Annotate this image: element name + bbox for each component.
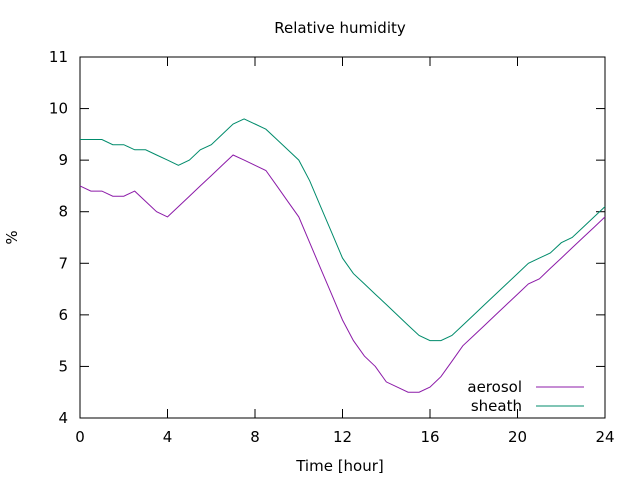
x-axis-label: Time [hour] — [295, 457, 384, 475]
legend-label-sheath: sheath — [471, 397, 522, 415]
x-tick-label: 12 — [333, 428, 352, 446]
y-tick-label: 7 — [58, 254, 68, 272]
x-tick-label: 20 — [508, 428, 527, 446]
plot-area-frame — [79, 56, 606, 419]
x-tick-label: 4 — [163, 428, 173, 446]
x-tick-label: 0 — [75, 428, 85, 446]
y-tick-label: 6 — [58, 306, 68, 324]
series-line-sheath — [80, 118, 606, 342]
chart-title: Relative humidity — [274, 19, 406, 37]
y-tick-label: 11 — [49, 48, 68, 66]
y-tick-label: 8 — [58, 203, 68, 221]
y-tick-label: 10 — [49, 100, 68, 118]
legend-label-aerosol: aerosol — [467, 378, 522, 396]
x-tick-label: 16 — [420, 428, 439, 446]
y-axis-label: % — [3, 230, 21, 244]
series-line-aerosol — [79, 154, 606, 393]
x-tick-label: 24 — [595, 428, 614, 446]
series-lines — [79, 118, 606, 393]
y-tick-label: 9 — [58, 151, 68, 169]
y-tick-label: 5 — [58, 357, 68, 375]
x-tick-label: 8 — [250, 428, 260, 446]
y-tick-label: 4 — [58, 409, 68, 427]
